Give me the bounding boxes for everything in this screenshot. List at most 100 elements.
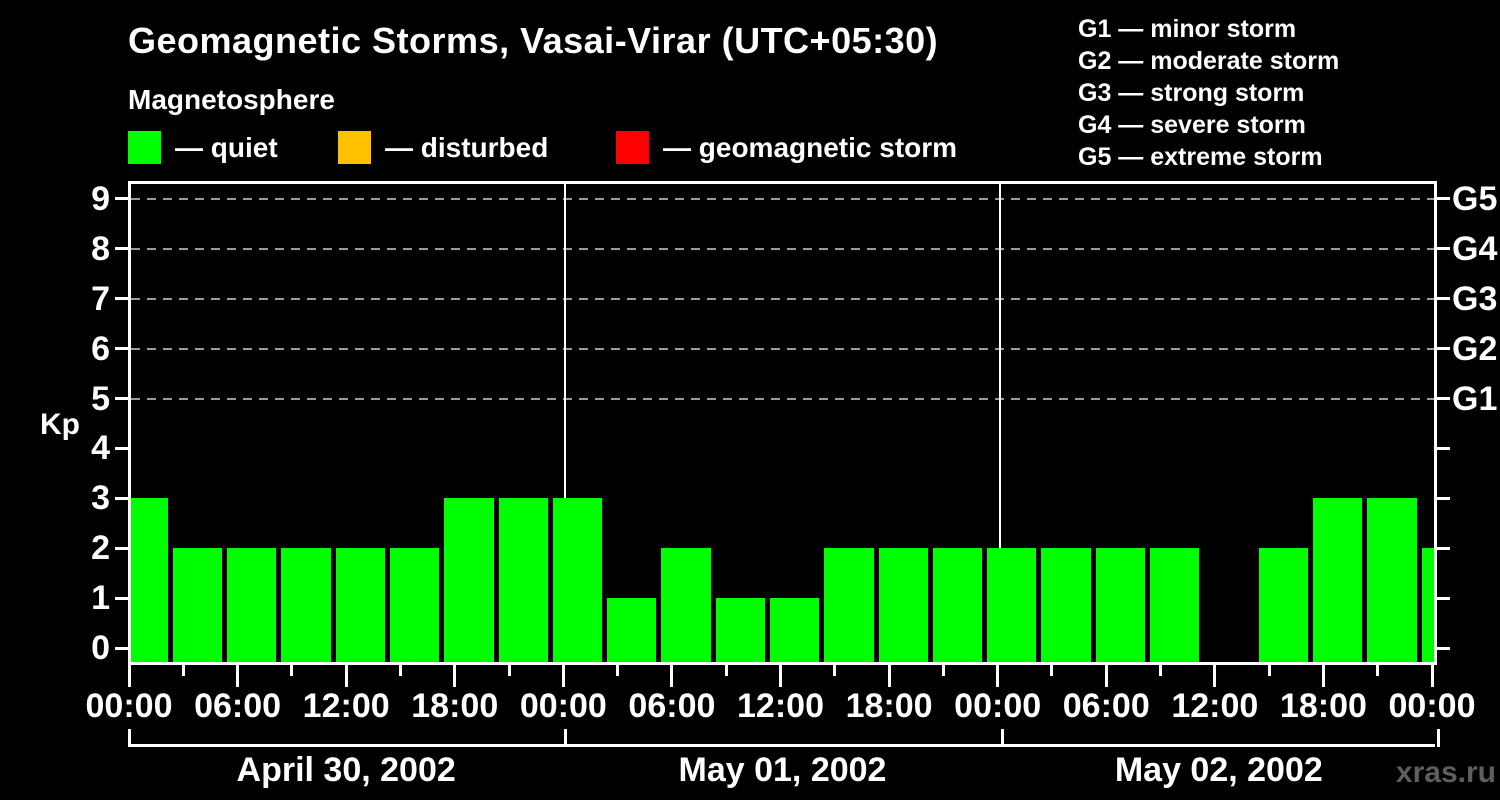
y-axis-label: 8	[91, 229, 110, 268]
legend-item-geomagnetic-storm: — geomagnetic storm	[616, 131, 957, 164]
legend-label: — quiet	[175, 131, 278, 163]
y-axis-tick-left	[115, 546, 128, 550]
y-axis-tick-left	[115, 496, 128, 500]
y-axis-label: 9	[91, 179, 110, 218]
date-bracket-tick	[1436, 729, 1440, 747]
page-title: Geomagnetic Storms, Vasai-Virar (UTC+05:…	[128, 20, 939, 61]
y-axis-tick-right	[1437, 596, 1450, 600]
y-axis-tick-left	[115, 446, 128, 450]
x-axis-time-label: 00:00	[1388, 687, 1476, 725]
kp-bar	[987, 548, 1037, 662]
g-scale-line: G3 — strong storm	[1078, 79, 1305, 107]
x-axis-tick	[1213, 663, 1217, 687]
g-axis-label: G2	[1452, 329, 1498, 368]
g-level-gridline	[131, 197, 1434, 200]
x-axis-time-label: 06:00	[1062, 687, 1150, 725]
kp-bar	[389, 548, 440, 662]
x-axis-tick	[236, 663, 240, 687]
y-axis-tick-right	[1437, 646, 1450, 650]
y-axis-tick-right	[1437, 397, 1450, 400]
g-axis-label: G5	[1452, 179, 1498, 218]
kp-bar	[1367, 498, 1417, 662]
kp-bar	[1095, 548, 1146, 662]
y-axis-label: 7	[91, 279, 110, 318]
kp-bar	[607, 598, 657, 662]
x-axis-time-label: 12:00	[1171, 687, 1259, 725]
y-axis-tick-left	[115, 247, 128, 251]
kp-axis-title: Kp	[40, 408, 80, 441]
kp-bar	[1312, 498, 1363, 662]
kp-bar	[281, 548, 331, 662]
y-axis-tick-right	[1437, 546, 1450, 550]
y-axis-tick-left	[115, 197, 128, 201]
kp-bar	[1258, 548, 1308, 662]
g-axis-label: G4	[1452, 229, 1498, 268]
g-axis-label: G1	[1452, 379, 1498, 418]
date-label: May 01, 2002	[678, 751, 887, 789]
kp-bar	[172, 548, 223, 662]
g-level-gridline	[131, 297, 1434, 300]
disturbed-color-swatch	[338, 131, 371, 164]
y-axis-tick-right	[1437, 197, 1450, 201]
kp-state-legend: — quiet — disturbed — geomagnetic storm	[128, 131, 957, 164]
plot-canvas	[131, 184, 1434, 662]
x-axis-tick	[344, 663, 348, 687]
y-axis-tick-left	[115, 596, 128, 600]
x-axis-tick	[1430, 663, 1434, 687]
x-axis-time-label: 00:00	[85, 687, 173, 725]
g-level-gridline	[131, 347, 1434, 350]
kp-bar	[552, 498, 603, 662]
x-axis-tick	[127, 663, 131, 687]
kp-bar	[932, 548, 983, 662]
x-axis-time-label: 18:00	[411, 687, 499, 725]
y-axis-tick-right	[1437, 297, 1450, 301]
y-axis-tick-left	[115, 646, 128, 650]
kp-bar	[878, 548, 928, 662]
x-axis-time-label: 00:00	[954, 687, 1042, 725]
x-axis-tick	[887, 663, 891, 687]
kp-bar	[770, 598, 820, 662]
x-axis-tick	[996, 663, 1000, 687]
y-axis-label: 1	[91, 579, 110, 618]
y-axis-label: 6	[91, 329, 110, 368]
day-boundary-line	[998, 184, 1001, 662]
x-axis-tick	[1104, 663, 1108, 687]
y-axis-tick-right	[1437, 347, 1450, 351]
y-axis-tick-right	[1437, 446, 1450, 450]
x-axis-tick	[561, 663, 565, 687]
kp-bar	[1421, 548, 1434, 662]
g-level-gridline	[131, 397, 1434, 400]
g-axis-label: G3	[1452, 279, 1498, 318]
quiet-color-swatch	[128, 131, 161, 164]
x-axis-tick	[1321, 663, 1325, 687]
y-axis-label: 0	[91, 629, 110, 667]
kp-bar	[227, 548, 277, 662]
date-label: April 30, 2002	[236, 751, 456, 789]
x-axis-time-label: 12:00	[737, 687, 824, 725]
y-axis-tick-right	[1437, 247, 1450, 251]
kp-bar	[131, 498, 168, 662]
legend-label: — geomagnetic storm	[663, 131, 958, 163]
watermark: xras.ru	[1395, 756, 1496, 789]
storm-color-swatch	[616, 131, 649, 164]
legend-item-disturbed: — disturbed	[338, 131, 616, 164]
kp-bar	[335, 548, 385, 662]
x-axis-tick	[453, 663, 457, 687]
g-level-gridline	[131, 247, 1434, 250]
chart-subtitle: Magnetosphere	[128, 84, 335, 115]
y-axis-tick-left	[115, 397, 128, 400]
g-scale-line: G5 — extreme storm	[1078, 143, 1323, 171]
kp-bar	[661, 548, 711, 662]
g-scale-line: G4 — severe storm	[1078, 111, 1306, 139]
date-bracket	[128, 744, 1435, 747]
kp-bar	[1150, 548, 1200, 662]
x-axis-time-label: 18:00	[1279, 687, 1367, 725]
kp-bar	[1041, 548, 1091, 662]
x-axis-time-label: 06:00	[628, 687, 716, 725]
x-axis-time-label: 18:00	[845, 687, 933, 725]
x-axis-tick	[779, 663, 782, 687]
day-boundary-line	[564, 184, 567, 662]
y-axis-label: 2	[91, 529, 110, 568]
g-scale-legend: G1 — minor storm G2 — moderate storm G3 …	[1078, 13, 1339, 173]
